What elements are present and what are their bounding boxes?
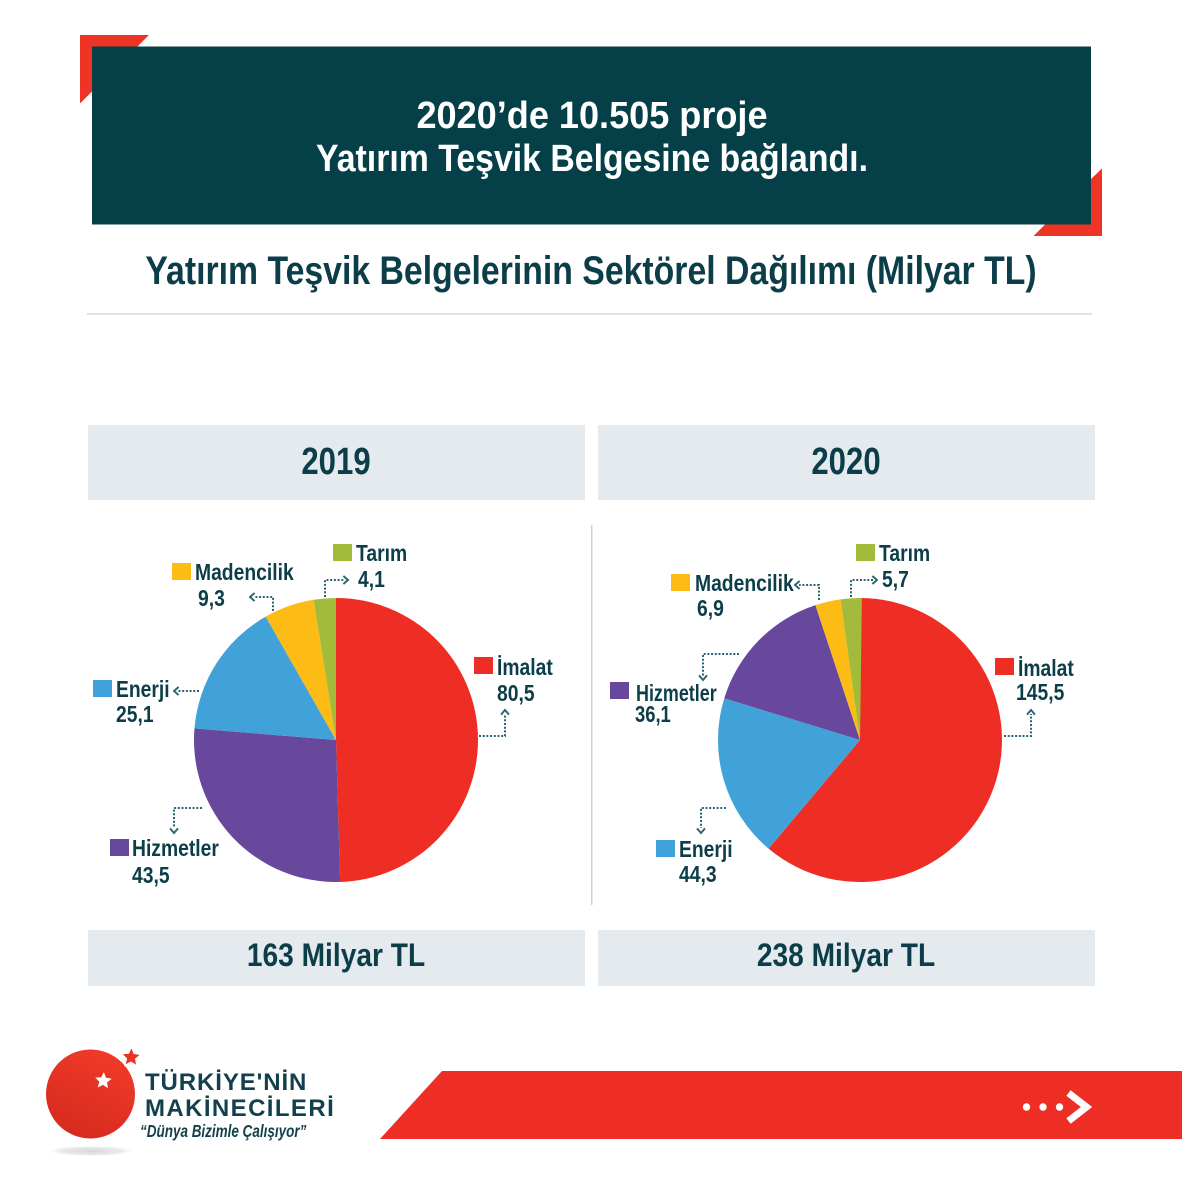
- svg-text:238 Milyar TL: 238 Milyar TL: [757, 938, 935, 973]
- svg-text:Yatırım Teşvik Belgelerinin Se: Yatırım Teşvik Belgelerinin Sektörel Dağ…: [145, 247, 1036, 292]
- svg-text:Enerji: Enerji: [679, 838, 733, 863]
- svg-text:MAKİNECİLERİ: MAKİNECİLERİ: [145, 1095, 335, 1122]
- svg-text:Enerji: Enerji: [116, 678, 170, 703]
- svg-text:İmalat: İmalat: [1018, 655, 1074, 681]
- svg-text:Hizmetler: Hizmetler: [636, 681, 717, 707]
- svg-text:Madencilik: Madencilik: [195, 561, 294, 586]
- svg-text:Madencilik: Madencilik: [695, 572, 794, 597]
- svg-text:2020’de 10.505 proje: 2020’de 10.505 proje: [416, 93, 767, 136]
- svg-text:Tarım: Tarım: [879, 542, 930, 567]
- svg-text:5,7: 5,7: [882, 568, 909, 593]
- svg-text:25,1: 25,1: [116, 703, 154, 728]
- svg-text:Hizmetler: Hizmetler: [132, 837, 219, 862]
- svg-text:İmalat: İmalat: [497, 654, 553, 680]
- svg-text:36,1: 36,1: [635, 702, 671, 727]
- svg-text:44,3: 44,3: [679, 863, 717, 888]
- svg-text:2020: 2020: [811, 441, 880, 483]
- svg-text:4,1: 4,1: [358, 568, 385, 593]
- svg-text:Tarım: Tarım: [356, 542, 407, 567]
- svg-text:43,5: 43,5: [132, 864, 170, 889]
- svg-text:Yatırım Teşvik Belgesine bağla: Yatırım Teşvik Belgesine bağlandı.: [316, 136, 868, 179]
- svg-text:9,3: 9,3: [198, 587, 225, 612]
- svg-text:80,5: 80,5: [497, 682, 535, 707]
- svg-text:“Dünya Bizimle Çalışıyor”: “Dünya Bizimle Çalışıyor”: [140, 1122, 306, 1141]
- svg-text:145,5: 145,5: [1016, 681, 1064, 706]
- svg-text:2019: 2019: [301, 441, 370, 483]
- svg-text:TÜRKİYE'NİN: TÜRKİYE'NİN: [145, 1069, 307, 1096]
- svg-text:163 Milyar TL: 163 Milyar TL: [247, 938, 425, 973]
- svg-text:6,9: 6,9: [697, 597, 724, 622]
